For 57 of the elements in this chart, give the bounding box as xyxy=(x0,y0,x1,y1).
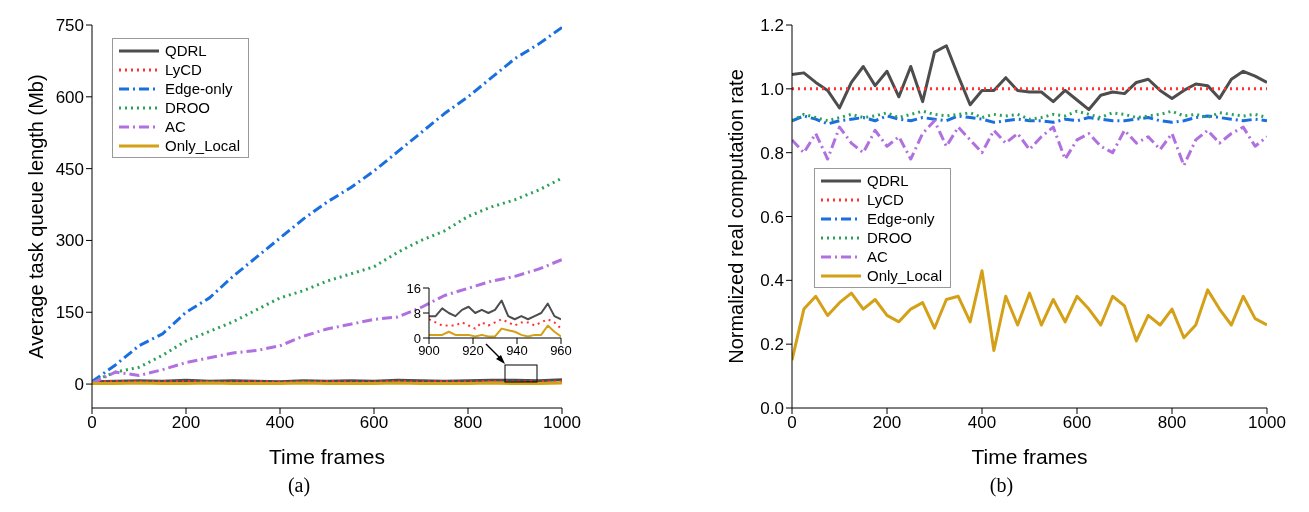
y-axis-title: Average task queue length (Mb) xyxy=(25,74,48,359)
x-axis-title: Time frames xyxy=(269,445,385,468)
y-tick-label: 0 xyxy=(413,330,421,346)
legend-label: AC xyxy=(165,117,186,136)
line-series xyxy=(792,109,1267,123)
y-tick-label: 0.8 xyxy=(760,143,784,163)
line-series xyxy=(792,119,1267,167)
y-tick-label: 0.2 xyxy=(760,335,784,355)
x-tick-label: 900 xyxy=(418,343,440,359)
legend-label: QDRL xyxy=(867,171,909,190)
legend-label: Edge-only xyxy=(867,209,935,228)
legend-label: LyCD xyxy=(867,190,904,209)
y-tick-label: 0 xyxy=(74,375,84,395)
x-tick-label: 200 xyxy=(171,413,201,433)
legend-label: LyCD xyxy=(165,60,202,79)
line-series xyxy=(429,318,561,330)
y-tick-label: 0.0 xyxy=(760,399,784,419)
y-tick-label: 150 xyxy=(55,303,84,323)
y-tick-label: 300 xyxy=(55,231,84,251)
y-tick-label: 16 xyxy=(406,280,421,296)
y-tick-label: 0.6 xyxy=(760,207,784,227)
y-tick-label: 8 xyxy=(413,305,421,321)
line-series xyxy=(792,44,1267,112)
x-tick-label: 1000 xyxy=(543,413,581,433)
y-tick-label: 600 xyxy=(55,87,84,107)
line-series xyxy=(792,269,1267,362)
legend-label: Only_Local xyxy=(165,136,241,155)
line-series xyxy=(429,299,561,321)
x-tick-label: 800 xyxy=(453,413,483,433)
x-tick-label: 940 xyxy=(506,343,528,359)
x-axis-title: Time frames xyxy=(971,445,1088,468)
x-tick-label: 0 xyxy=(87,413,97,433)
x-tick-label: 200 xyxy=(872,413,902,433)
y-tick-label: 450 xyxy=(55,159,84,179)
x-tick-label: 0 xyxy=(787,413,797,433)
x-tick-label: 400 xyxy=(967,413,997,433)
legend-label: Edge-only xyxy=(165,79,233,98)
x-tick-label: 600 xyxy=(359,413,389,433)
x-tick-label: 400 xyxy=(265,413,295,433)
x-tick-label: 600 xyxy=(1062,413,1092,433)
x-tick-label: 1000 xyxy=(1248,413,1286,433)
x-tick-label: 960 xyxy=(550,343,572,359)
text: (a) xyxy=(286,474,312,497)
y-tick-label: 0.4 xyxy=(760,271,784,291)
legend-label: Only_Local xyxy=(867,266,943,285)
y-tick-label: 750 xyxy=(55,16,84,36)
x-tick-label: 920 xyxy=(462,343,484,359)
text: (b) xyxy=(988,474,1015,497)
line-series xyxy=(792,114,1267,126)
y-tick-label: 1.0 xyxy=(760,79,784,99)
legend-label: DROO xyxy=(165,98,210,117)
legend-label: DROO xyxy=(867,228,912,247)
y-axis-title: Normalized real computation rate xyxy=(725,69,748,364)
legend-label: AC xyxy=(867,247,888,266)
legend-label: QDRL xyxy=(165,41,207,60)
x-tick-label: 800 xyxy=(1157,413,1187,433)
y-tick-label: 1.2 xyxy=(760,16,784,36)
